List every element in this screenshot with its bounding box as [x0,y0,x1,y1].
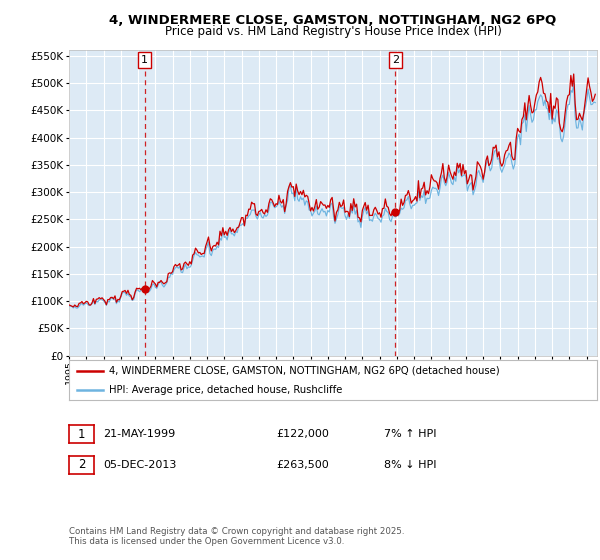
4, WINDERMERE CLOSE, GAMSTON, NOTTINGHAM, NG2 6PQ (detached house) [93,296,100,302]
4, WINDERMERE CLOSE, GAMSTON, NOTTINGHAM, NG2 6PQ (detached house) [84,298,91,305]
HPI: Average price, detached house, Rushcliffe: (2.02e+03, 4.99e+05): Average price, detached house, Rushcliff… [570,80,577,87]
4, WINDERMERE CLOSE, GAMSTON, NOTTINGHAM, NG2 6PQ (detached house) [570,71,577,77]
Line: 4, WINDERMERE CLOSE, GAMSTON, NOTTINGHAM, NG2 6PQ (detached house): 4, WINDERMERE CLOSE, GAMSTON, NOTTINGHAM… [69,74,595,307]
Text: £122,000: £122,000 [276,429,329,439]
HPI: Average price, detached house, Rushcliffe: (2e+03, 9.06e+04): Average price, detached house, Rushcliff… [65,303,73,310]
4, WINDERMERE CLOSE, GAMSTON, NOTTINGHAM, NG2 6PQ (detached house) [322,202,329,208]
4, WINDERMERE CLOSE, GAMSTON, NOTTINGHAM, NG2 6PQ (detached house) [579,117,586,124]
HPI: Average price, detached house, Rushcliffe: (2.03e+03, 4.64e+05): Average price, detached house, Rushcliff… [592,99,599,106]
4, WINDERMERE CLOSE, GAMSTON, NOTTINGHAM, NG2 6PQ (detached house) [458,172,465,179]
Text: 8% ↓ HPI: 8% ↓ HPI [384,460,437,470]
HPI: Average price, detached house, Rushcliffe: (2e+03, 9.97e+04): Average price, detached house, Rushcliff… [93,298,100,305]
HPI: Average price, detached house, Rushcliffe: (2e+03, 8.73e+04): Average price, detached house, Rushcliff… [73,305,80,311]
HPI: Average price, detached house, Rushcliffe: (2.02e+03, 2.89e+05): Average price, detached house, Rushcliff… [427,195,434,202]
Text: 1: 1 [78,427,85,441]
Text: 7% ↑ HPI: 7% ↑ HPI [384,429,437,439]
HPI: Average price, detached house, Rushcliffe: (2.02e+03, 4.14e+05): Average price, detached house, Rushcliff… [579,127,586,133]
Text: HPI: Average price, detached house, Rushcliffe: HPI: Average price, detached house, Rush… [109,385,342,394]
Text: 1: 1 [141,55,148,65]
Text: 4, WINDERMERE CLOSE, GAMSTON, NOTTINGHAM, NG2 6PQ (detached house): 4, WINDERMERE CLOSE, GAMSTON, NOTTINGHAM… [109,366,499,376]
Text: 4, WINDERMERE CLOSE, GAMSTON, NOTTINGHAM, NG2 6PQ: 4, WINDERMERE CLOSE, GAMSTON, NOTTINGHAM… [109,14,557,27]
Text: 05-DEC-2013: 05-DEC-2013 [103,460,176,470]
HPI: Average price, detached house, Rushcliffe: (2e+03, 9.43e+04): Average price, detached house, Rushcliff… [84,301,91,307]
Text: Price paid vs. HM Land Registry's House Price Index (HPI): Price paid vs. HM Land Registry's House … [164,25,502,38]
4, WINDERMERE CLOSE, GAMSTON, NOTTINGHAM, NG2 6PQ (detached house) [65,301,73,308]
4, WINDERMERE CLOSE, GAMSTON, NOTTINGHAM, NG2 6PQ (detached house) [427,184,434,190]
HPI: Average price, detached house, Rushcliffe: (2.02e+03, 3.28e+05): Average price, detached house, Rushcliff… [458,174,465,180]
Text: 21-MAY-1999: 21-MAY-1999 [103,429,175,439]
Text: Contains HM Land Registry data © Crown copyright and database right 2025.
This d: Contains HM Land Registry data © Crown c… [69,526,404,546]
Text: 2: 2 [392,55,399,65]
4, WINDERMERE CLOSE, GAMSTON, NOTTINGHAM, NG2 6PQ (detached house) [70,304,77,310]
Line: HPI: Average price, detached house, Rushcliffe: HPI: Average price, detached house, Rush… [69,83,595,308]
HPI: Average price, detached house, Rushcliffe: (2.01e+03, 2.65e+05): Average price, detached house, Rushcliff… [322,208,329,214]
Text: £263,500: £263,500 [276,460,329,470]
4, WINDERMERE CLOSE, GAMSTON, NOTTINGHAM, NG2 6PQ (detached house) [592,91,599,97]
Text: 2: 2 [78,458,85,472]
